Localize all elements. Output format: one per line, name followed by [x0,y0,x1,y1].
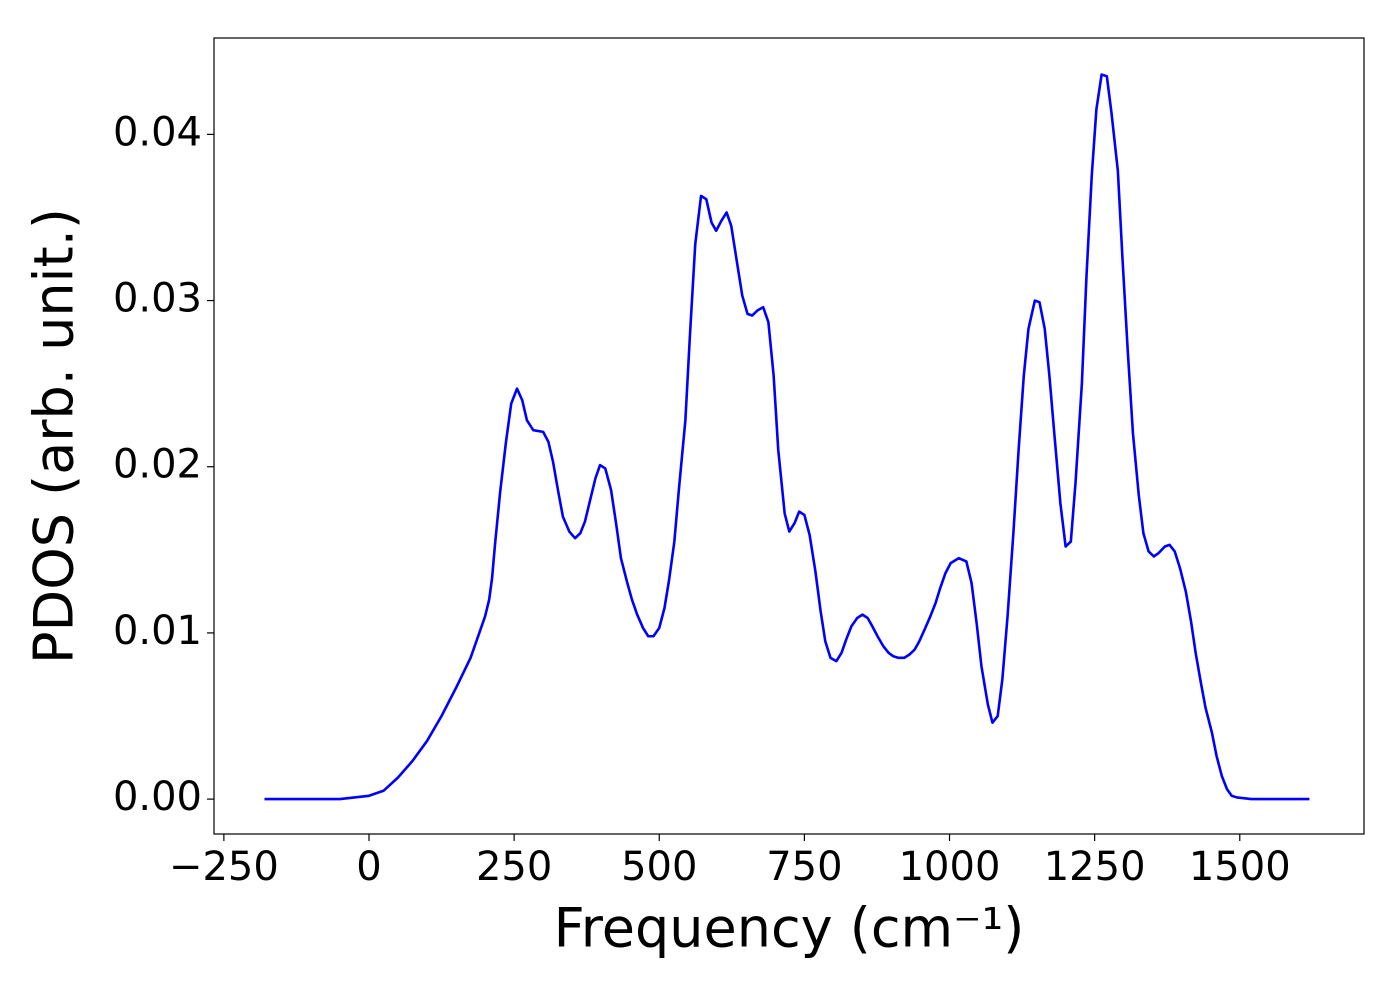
x-tick-label: 750 [766,844,842,890]
x-tick-label: 500 [621,844,697,890]
x-axis-label: Frequency (cm⁻¹) [554,897,1025,960]
x-tick-label: 0 [356,844,381,890]
y-tick-label: 0.02 [113,442,202,488]
y-tick-label: 0.04 [113,109,202,155]
x-tick-label: 1000 [899,844,1001,890]
y-tick-label: 0.01 [113,608,202,654]
x-tick-label: 1500 [1189,844,1291,890]
x-tick-label: −250 [169,844,279,890]
x-tick-label: 1250 [1044,844,1146,890]
x-tick-label: 250 [476,844,552,890]
data-line [264,73,1310,801]
y-tick-label: 0.03 [113,276,202,322]
y-tick-label: 0.00 [113,774,202,820]
y-axis-label: PDOS (arb. unit.) [23,208,86,664]
plot-frame [213,37,1365,835]
